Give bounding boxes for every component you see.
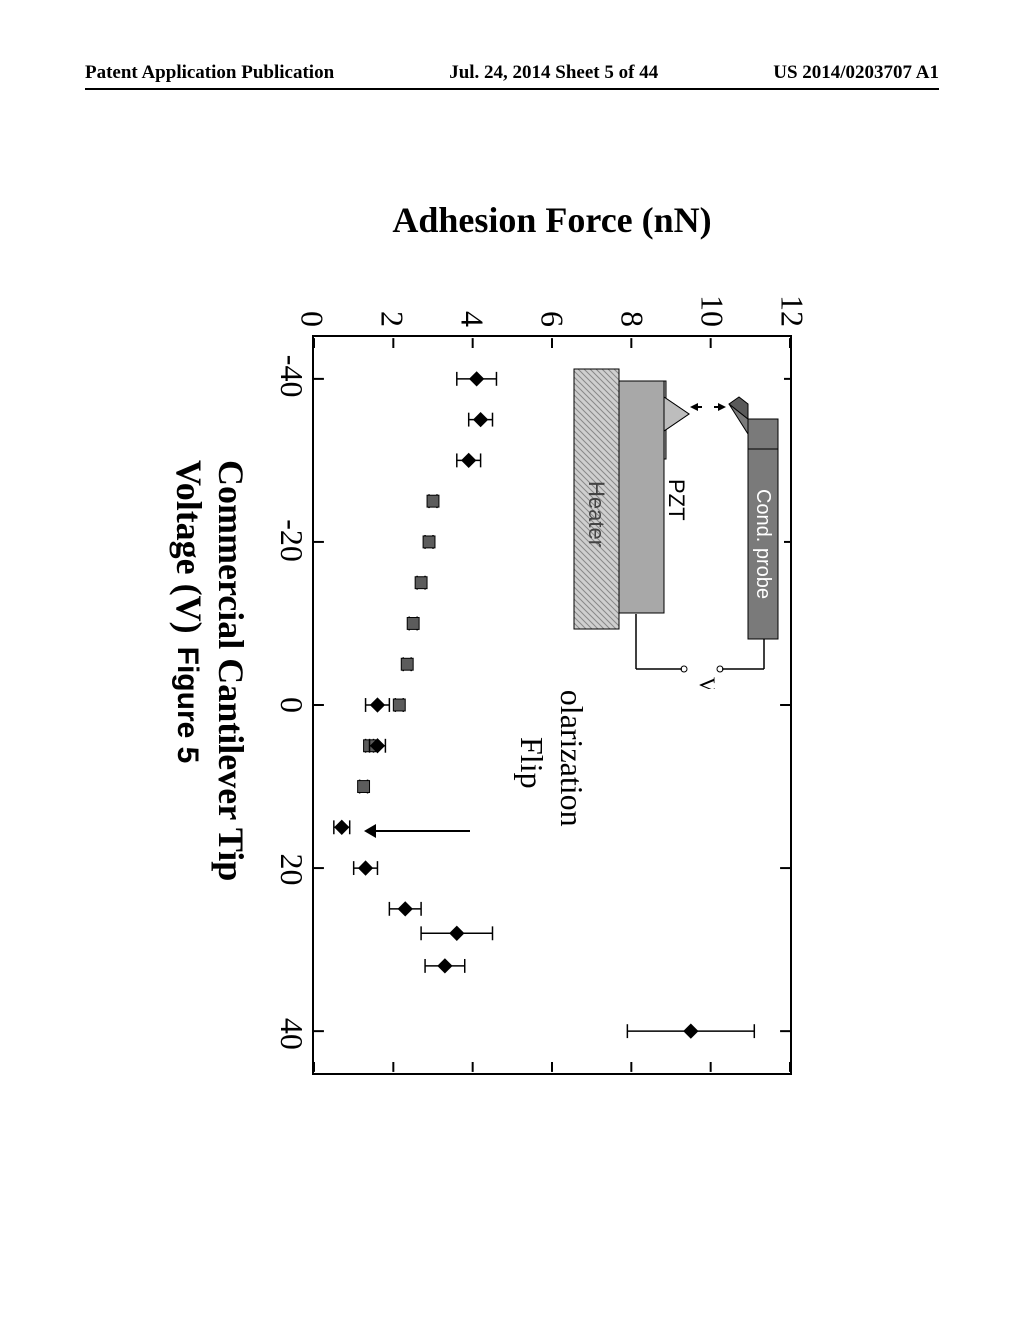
inset-label-heater: Heater <box>584 481 609 547</box>
y-tick-label: 12 <box>774 281 811 327</box>
x-tick-label: -40 <box>273 355 310 398</box>
inset-label-probe: Cond. probe <box>752 489 774 599</box>
y-tick-label: 6 <box>534 281 571 327</box>
y-tick-label: 2 <box>374 281 411 327</box>
inset-diagram: Cond. probe V <box>554 359 784 689</box>
y-tick-label: 8 <box>614 281 651 327</box>
page-header: Patent Application Publication Jul. 24, … <box>0 44 1024 84</box>
figure5: Adhesion Force (nN) Commercial Cantileve… <box>192 195 832 1195</box>
annot-polarization: Polarization <box>553 672 590 827</box>
annot-flip: Flip <box>513 737 550 789</box>
header-right: US 2014/0203707 A1 <box>773 62 939 84</box>
y-axis-label: Adhesion Force (nN) <box>392 199 711 241</box>
y-ticks: 024681012 <box>312 285 792 331</box>
header-rule <box>85 88 939 90</box>
figure-rotated-container: Adhesion Force (nN) Commercial Cantileve… <box>192 195 832 1195</box>
x-tick-label: 0 <box>273 697 310 713</box>
x-tick-label: 40 <box>273 1018 310 1050</box>
inset-label-pzt: PZT <box>664 479 689 521</box>
header-left: Patent Application Publication <box>85 62 334 84</box>
plot-area: Polarization Flip Cond. probe V <box>312 335 792 1075</box>
header-center: Jul. 24, 2014 Sheet 5 of 44 <box>449 62 658 84</box>
annot-arrow <box>366 830 470 832</box>
y-tick-label: 4 <box>454 281 491 327</box>
x-tick-label: -20 <box>273 519 310 562</box>
y-tick-label: 10 <box>694 281 731 327</box>
inset-voltage: V <box>695 677 720 689</box>
x-tick-label: 20 <box>273 853 310 885</box>
figure-caption: Figure 5 <box>170 647 204 764</box>
y-tick-label: 0 <box>294 281 331 327</box>
